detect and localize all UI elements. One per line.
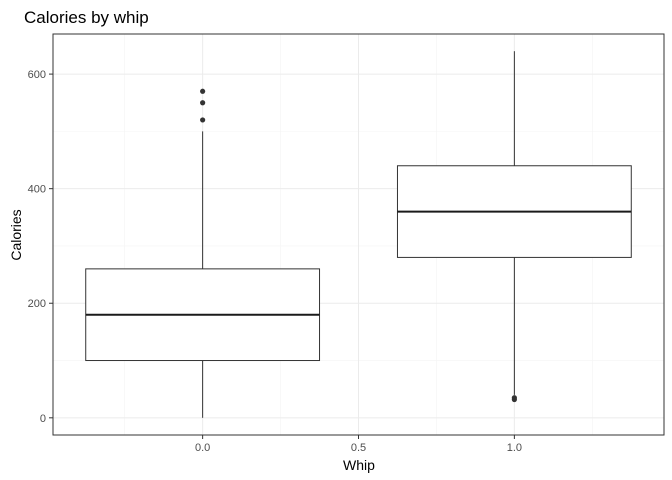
y-tick-label: 600 (28, 69, 46, 81)
x-tick-label: 0.0 (195, 442, 210, 454)
x-tick-label: 1.0 (507, 442, 522, 454)
outlier-point (200, 117, 206, 123)
outlier-point (200, 100, 206, 106)
chart-title: Calories by whip (24, 8, 149, 27)
outlier-point (511, 395, 517, 401)
outlier-point (200, 88, 206, 94)
x-axis-title: Whip (343, 457, 375, 473)
y-tick-label: 200 (28, 298, 46, 310)
y-tick-label: 0 (40, 413, 46, 425)
y-axis-title: Calories (8, 209, 24, 260)
y-tick-label: 400 (28, 184, 46, 196)
x-tick-label: 0.5 (351, 442, 366, 454)
plot-panel: 0 200 400 600 0.0 0.5 1.0 (28, 33, 665, 454)
